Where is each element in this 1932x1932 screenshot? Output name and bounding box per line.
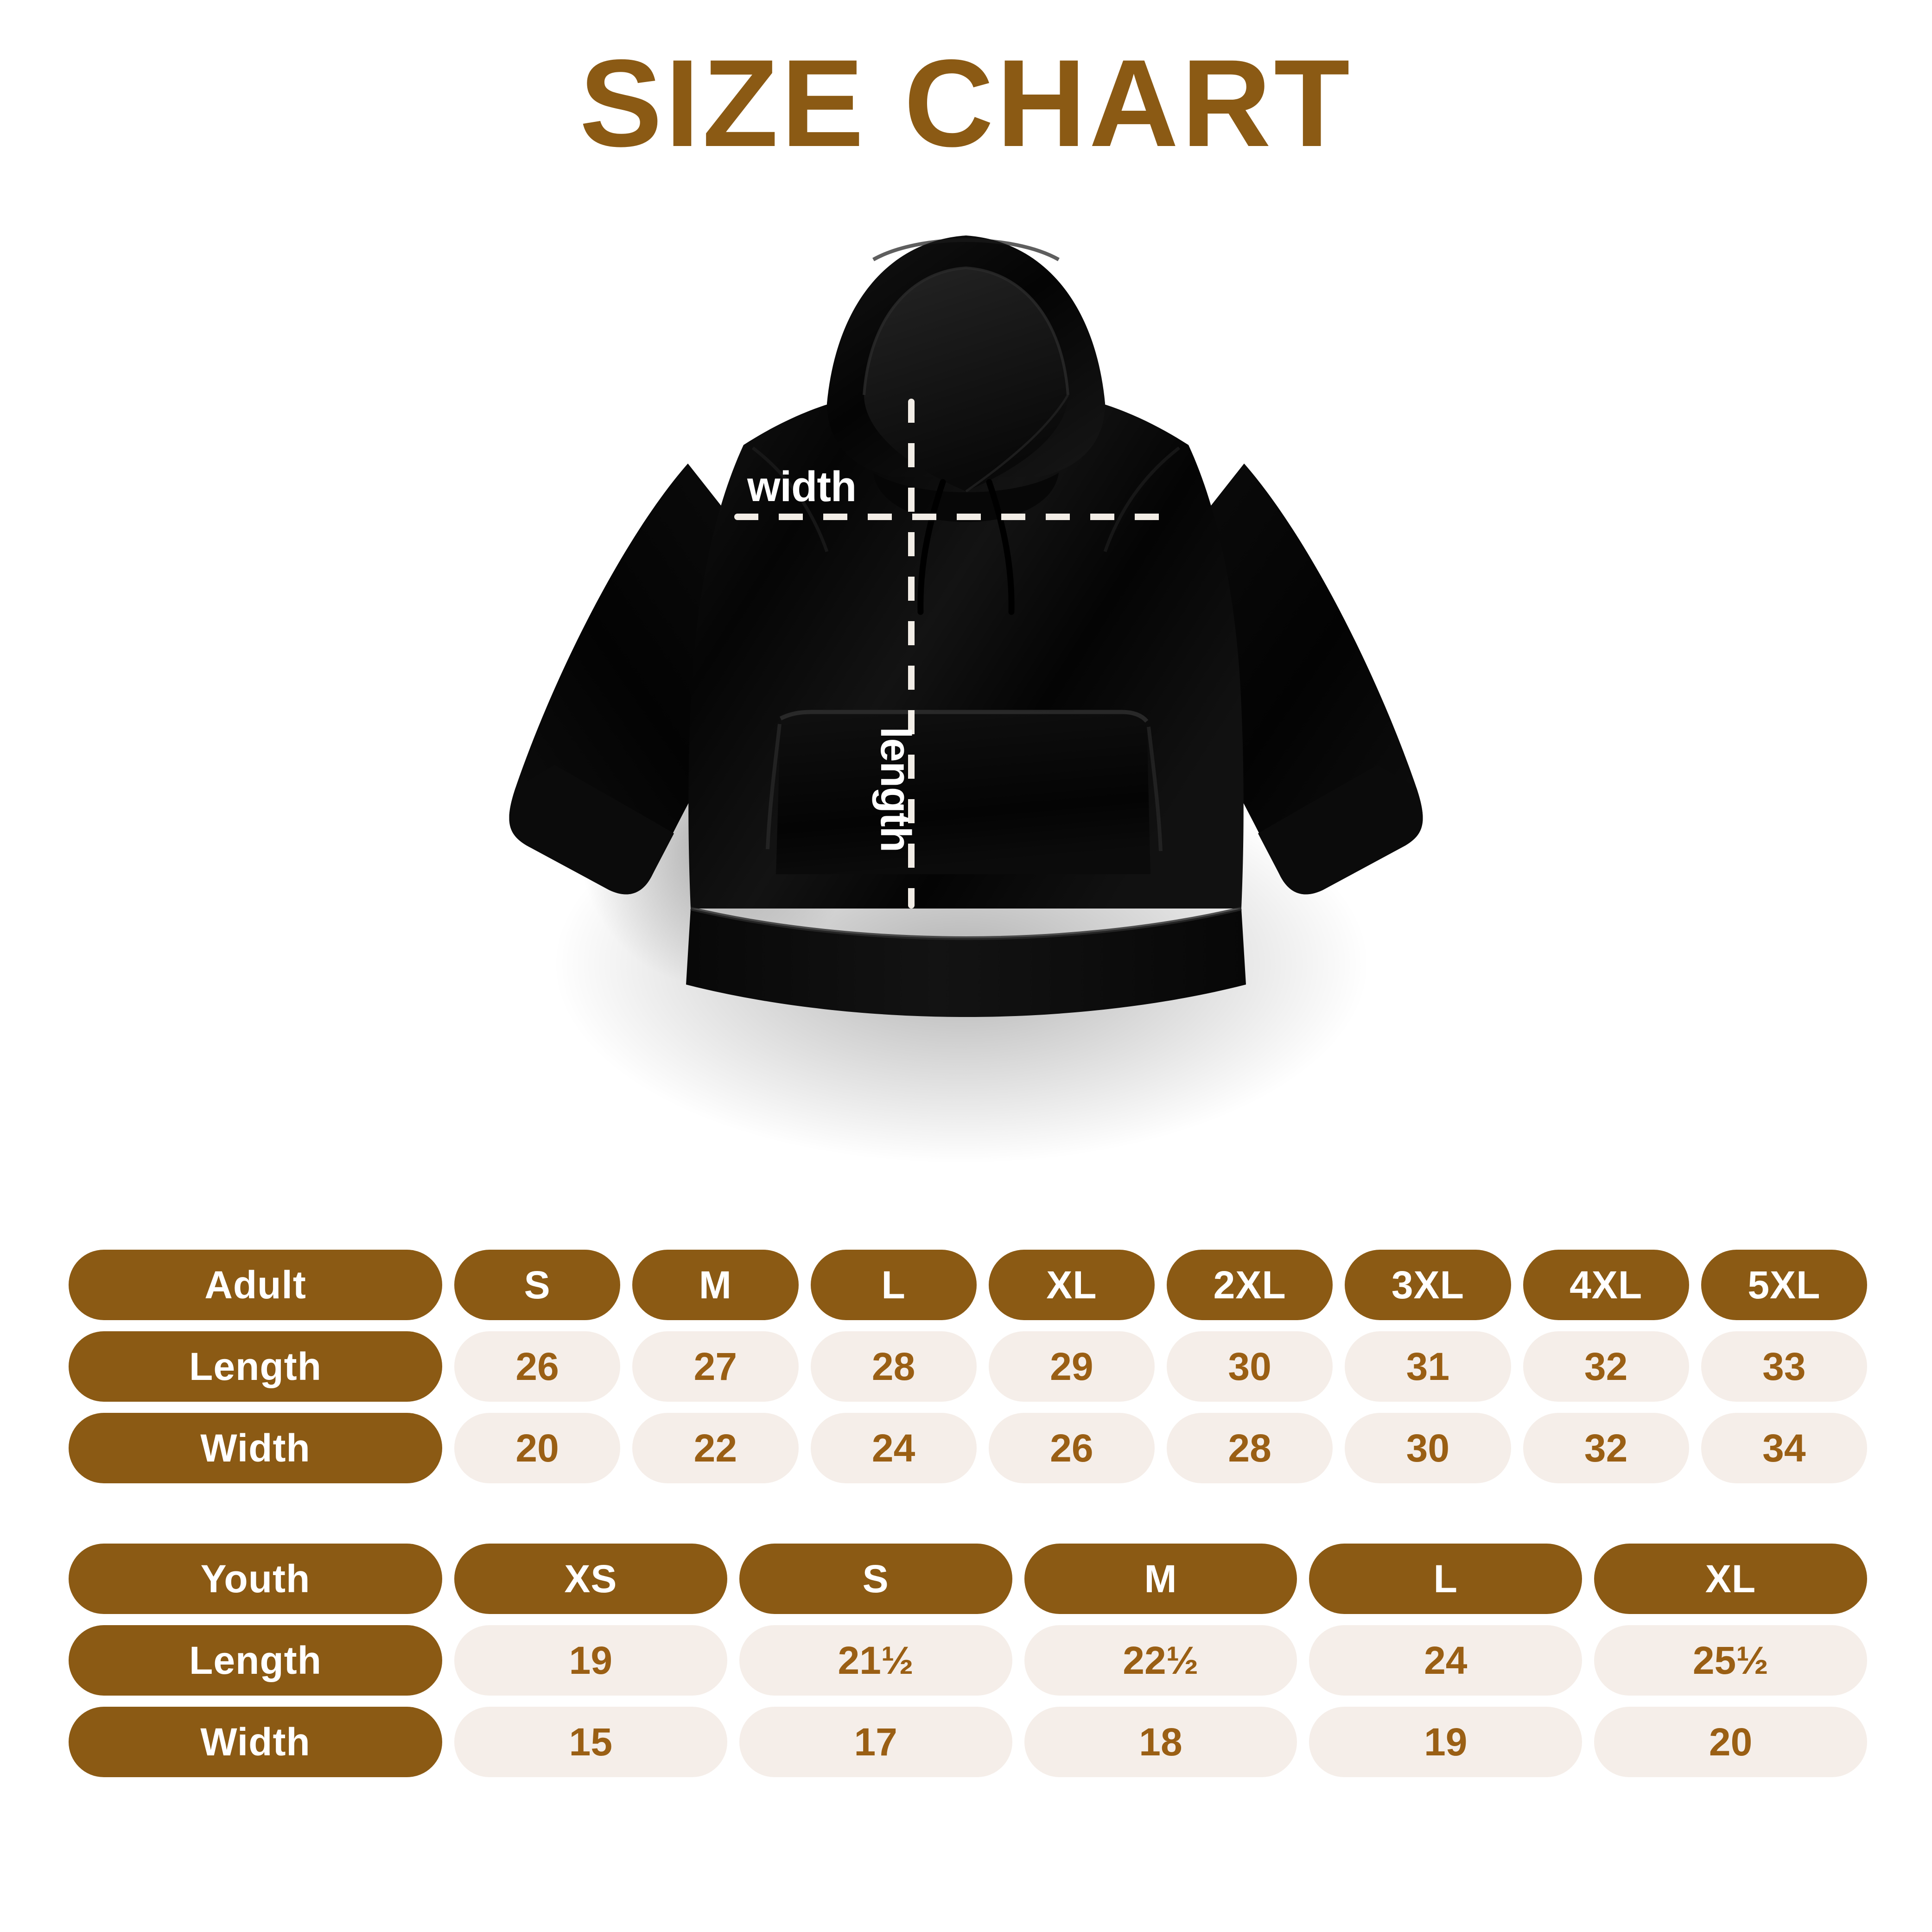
adult-length-label: Length (69, 1331, 442, 1402)
youth-length-xl-value: 25½ (1692, 1638, 1769, 1682)
adult-size-header-l[interactable]: L (810, 1250, 977, 1320)
adult-table-label: Adult (69, 1250, 442, 1320)
adult-size-header-m[interactable]: M (632, 1250, 799, 1320)
youth-width-s: 17 (739, 1707, 1012, 1777)
adult-size-header-4xl[interactable]: 4XL (1523, 1250, 1689, 1320)
adult-size-table: Adult S M L XL 2XL 3XL 4XL 5XL Length 26… (69, 1250, 1867, 1483)
hoodie-illustration: width length (456, 185, 1476, 1210)
youth-length-xl: 25½ (1594, 1625, 1867, 1696)
adult-width-s: 20 (454, 1413, 621, 1483)
drawstring-left (917, 479, 946, 615)
size-tables: Adult S M L XL 2XL 3XL 4XL 5XL Length 26… (69, 1250, 1867, 1777)
adult-size-header-5xl[interactable]: 5XL (1701, 1250, 1867, 1320)
adult-width-4xl: 32 (1523, 1413, 1689, 1483)
adult-width-xl: 26 (988, 1413, 1155, 1483)
adult-width-3xl: 30 (1345, 1413, 1511, 1483)
youth-size-header-s[interactable]: S (739, 1544, 1012, 1614)
youth-size-header-xl[interactable]: XL (1594, 1544, 1867, 1614)
youth-width-xl: 20 (1594, 1707, 1867, 1777)
page-title: SIZE CHART (579, 33, 1353, 172)
adult-width-label: Width (69, 1413, 442, 1483)
youth-length-xs-value: 19 (569, 1638, 613, 1682)
drawstring-right (986, 479, 1015, 615)
adult-header-row: Adult S M L XL 2XL 3XL 4XL 5XL (69, 1250, 1867, 1320)
hem-band (686, 909, 1246, 1017)
youth-length-m: 22½ (1024, 1625, 1297, 1696)
adult-width-m: 22 (632, 1413, 799, 1483)
collar (873, 473, 1059, 522)
adult-length-m: 27 (632, 1331, 799, 1402)
adult-size-header-xl[interactable]: XL (988, 1250, 1155, 1320)
youth-width-xs: 15 (454, 1707, 727, 1777)
adult-width-5xl: 34 (1701, 1413, 1867, 1483)
youth-length-xs: 19 (454, 1625, 727, 1696)
youth-width-label: Width (69, 1707, 442, 1777)
adult-length-xl: 29 (988, 1331, 1155, 1402)
hoodie-image (509, 235, 1423, 1163)
left-cuff (509, 765, 674, 895)
adult-length-row: Length 26 27 28 29 30 31 32 33 (69, 1331, 1867, 1402)
youth-width-m: 18 (1024, 1707, 1297, 1777)
youth-width-l: 19 (1309, 1707, 1582, 1777)
adult-width-2xl: 28 (1167, 1413, 1333, 1483)
kangaroo-pocket (776, 712, 1150, 874)
youth-size-header-m[interactable]: M (1024, 1544, 1297, 1614)
youth-length-m-value: 22½ (1123, 1638, 1199, 1682)
adult-length-4xl: 32 (1523, 1331, 1689, 1402)
youth-size-header-xs[interactable]: XS (454, 1544, 727, 1614)
length-measure-label: length (872, 727, 919, 852)
youth-table-label: Youth (69, 1544, 442, 1614)
youth-length-l-value: 24 (1424, 1638, 1468, 1682)
pocket-left-opening (766, 724, 782, 850)
adult-length-3xl: 31 (1345, 1331, 1511, 1402)
hood-opening (864, 268, 1068, 491)
youth-header-row: Youth XS S M L XL (69, 1544, 1867, 1614)
youth-size-table: Youth XS S M L XL Length 19 21½ 22½ 24 2… (69, 1544, 1867, 1777)
youth-length-s-value: 21½ (838, 1638, 914, 1682)
adult-size-header-3xl[interactable]: 3XL (1345, 1250, 1511, 1320)
pocket-right-opening (1147, 726, 1163, 852)
pocket-top-seam (779, 710, 1149, 723)
adult-length-l: 28 (810, 1331, 977, 1402)
adult-size-header-2xl[interactable]: 2XL (1167, 1250, 1333, 1320)
adult-width-l: 24 (810, 1413, 977, 1483)
adult-length-s: 26 (454, 1331, 621, 1402)
youth-length-row: Length 19 21½ 22½ 24 25½ (69, 1625, 1867, 1696)
youth-size-header-l[interactable]: L (1309, 1544, 1582, 1614)
width-guide-line (734, 514, 1170, 520)
youth-length-label: Length (69, 1625, 442, 1696)
youth-width-row: Width 15 17 18 19 20 (69, 1707, 1867, 1777)
adult-length-5xl: 33 (1701, 1331, 1867, 1402)
length-guide-line (908, 399, 915, 909)
youth-length-s: 21½ (739, 1625, 1012, 1696)
right-cuff (1258, 765, 1423, 895)
youth-length-l: 24 (1309, 1625, 1582, 1696)
width-measure-label: width (747, 463, 857, 510)
adult-length-2xl: 30 (1167, 1331, 1333, 1402)
adult-size-header-s[interactable]: S (454, 1250, 621, 1320)
adult-width-row: Width 20 22 24 26 28 30 32 34 (69, 1413, 1867, 1483)
